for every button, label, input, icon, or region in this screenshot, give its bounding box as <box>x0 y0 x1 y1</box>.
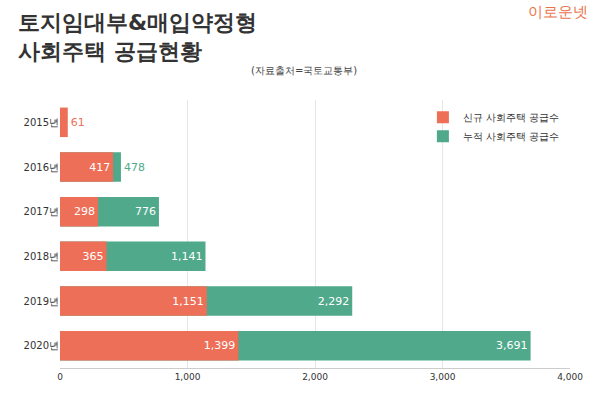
svg-text:3,691: 3,691 <box>496 339 527 352</box>
svg-text:이로운넷: 이로운넷 <box>528 3 588 21</box>
svg-text:1,399: 1,399 <box>204 339 236 352</box>
svg-text:2018년: 2018년 <box>24 251 59 262</box>
svg-text:누적 사회주택 공급수: 누적 사회주택 공급수 <box>463 131 559 142</box>
svg-text:2017년: 2017년 <box>24 206 59 217</box>
svg-text:토지임대부&매입약정형사회주택 공급현황: 토지임대부&매입약정형사회주택 공급현황 <box>18 10 257 64</box>
svg-text:365: 365 <box>83 250 104 263</box>
svg-text:4,000: 4,000 <box>557 372 583 382</box>
svg-text:2,000: 2,000 <box>302 372 328 382</box>
svg-text:0: 0 <box>57 372 63 382</box>
svg-text:417: 417 <box>89 161 110 174</box>
svg-text:2,292: 2,292 <box>318 295 350 308</box>
svg-text:1,151: 1,151 <box>172 295 204 308</box>
svg-text:2020년: 2020년 <box>24 340 59 351</box>
svg-text:2019년: 2019년 <box>24 296 59 307</box>
svg-text:2016년: 2016년 <box>24 162 59 173</box>
svg-text:신규 사회주택 공급수: 신규 사회주택 공급수 <box>463 112 559 123</box>
svg-text:61: 61 <box>71 116 85 129</box>
svg-text:1,141: 1,141 <box>171 250 203 263</box>
svg-text:(자료출처=국토교통부): (자료출처=국토교통부) <box>251 65 357 76</box>
svg-text:3,000: 3,000 <box>430 372 456 382</box>
svg-text:478: 478 <box>124 161 145 174</box>
svg-text:1,000: 1,000 <box>175 372 201 382</box>
svg-text:298: 298 <box>74 205 95 218</box>
svg-text:2015년: 2015년 <box>24 117 59 128</box>
svg-text:776: 776 <box>135 205 156 218</box>
